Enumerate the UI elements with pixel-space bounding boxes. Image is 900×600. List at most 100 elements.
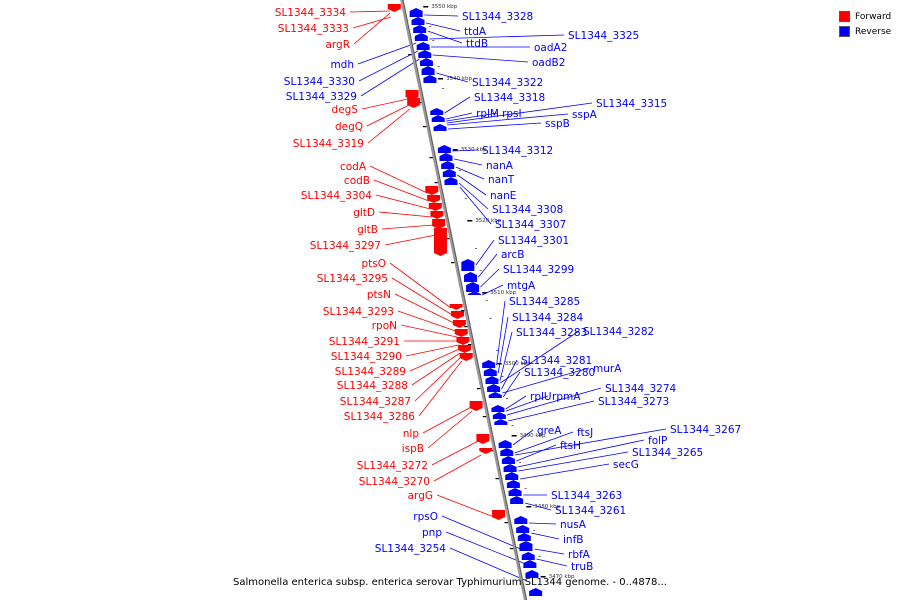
reverse-gene-block [519, 541, 533, 551]
reverse-gene-block [418, 50, 432, 58]
reverse-gene-label: SL1344_3261 [555, 505, 626, 517]
reverse-gene-block [487, 384, 501, 392]
leader-line [478, 253, 498, 278]
leader-line [502, 371, 521, 398]
minor-dot [429, 26, 432, 27]
leader-line [436, 494, 495, 518]
leader-line [366, 104, 410, 127]
backbone-line [400, 0, 528, 600]
minor-dot [432, 40, 435, 41]
leader-line [367, 108, 411, 144]
reverse-gene-block [444, 177, 458, 185]
minor-tick [482, 416, 487, 418]
leader-line [391, 277, 453, 316]
leader-line [500, 330, 580, 384]
forward-gene-label: SL1344_3291 [329, 336, 400, 348]
legend: Forward Reverse [839, 9, 891, 39]
leader-line [427, 410, 473, 449]
leader-line [444, 96, 471, 114]
reverse-gene-block [505, 472, 519, 480]
leader-line [432, 54, 529, 63]
reverse-gene-label: mdh [330, 59, 354, 71]
tick-mark [511, 435, 517, 437]
forward-gene-label: ptsO [361, 258, 386, 270]
leader-line [531, 532, 560, 540]
leader-line [349, 10, 390, 13]
reverse-gene-label: oadB2 [532, 57, 565, 69]
minor-tick [509, 548, 514, 550]
reverse-gene-label: SL1344_3315 [596, 98, 667, 110]
minor-dot [505, 398, 508, 399]
minor-dot [459, 170, 462, 171]
forward-gene-block [451, 311, 465, 319]
leader-line [446, 112, 499, 122]
leader-line [397, 310, 456, 332]
tick-label: 3500 kbp [505, 361, 531, 367]
tick-mark [540, 576, 546, 578]
reverse-gene-block [467, 291, 481, 295]
minor-tick [422, 126, 427, 128]
forward-gene-label: argG [408, 490, 433, 502]
forward-gene-block [427, 195, 441, 203]
leader-line [373, 179, 429, 202]
reverse-gene-label: murA [593, 363, 622, 375]
reverse-gene-label: ttdB [466, 38, 488, 50]
reverse-gene-label: SL1344_3284 [512, 312, 584, 324]
leader-line [352, 16, 391, 29]
minor-tick [429, 157, 434, 159]
tick-label: 3510 kbp [490, 290, 516, 296]
leader-line [424, 14, 459, 17]
forward-gene-label: codB [344, 175, 370, 187]
leader-line [400, 324, 457, 338]
leader-line [447, 122, 542, 130]
reverse-gene-label: SL1344_3273 [598, 396, 669, 408]
forward-gene-label: SL1344_3297 [310, 240, 381, 252]
leader-line [529, 522, 557, 525]
leader-line [455, 166, 485, 180]
forward-gene-block [452, 320, 466, 328]
forward-gene-label: SL1344_3295 [317, 273, 388, 285]
forward-gene-block [430, 211, 444, 219]
leader-line [508, 400, 595, 422]
forward-gene-block [459, 353, 473, 361]
reverse-gene-label: mtgA [507, 280, 536, 292]
reverse-gene-block [517, 533, 531, 541]
forward-gene-block [454, 329, 468, 337]
reverse-gene-label: ftsH [560, 440, 581, 452]
forward-gene-label: gltD [353, 207, 375, 219]
minor-dot [533, 530, 536, 531]
forward-gene-label: SL1344_3319 [293, 138, 364, 150]
reverse-gene-label: SL1344_3325 [568, 30, 639, 42]
reverse-gene-block [437, 145, 451, 153]
forward-gene-label: degS [332, 104, 359, 116]
forward-gene-label: codA [340, 161, 367, 173]
reverse-gene-block [529, 588, 543, 596]
tick-label: 3550 kbp [431, 4, 457, 10]
minor-tick [504, 522, 509, 524]
forward-gene-block [425, 186, 439, 195]
minor-tick [450, 262, 455, 264]
reverse-gene-label: infB [563, 534, 583, 546]
reverse-gene-label: nanE [490, 190, 516, 202]
leader-line [516, 444, 557, 462]
legend-reverse-label: Reverse [855, 26, 892, 37]
leader-line [505, 395, 549, 412]
reverse-gene-block [413, 25, 427, 33]
forward-gene-label: gltB [357, 224, 378, 236]
leader-line [496, 300, 506, 366]
reverse-swatch [839, 26, 850, 37]
forward-gene-label: SL1344_3304 [301, 190, 373, 202]
forward-gene-label: ptsN [367, 289, 391, 301]
leader-line [427, 30, 463, 44]
reverse-gene-block [498, 440, 512, 448]
leader-line [519, 463, 610, 480]
reverse-gene-block [500, 448, 514, 456]
leader-line [394, 293, 455, 324]
minor-dot [475, 248, 478, 249]
reverse-gene-label: SL1344_3265 [632, 447, 703, 459]
map-caption: Salmonella enterica subsp. enterica sero… [233, 577, 667, 588]
reverse-gene-label: SL1344_3308 [492, 204, 563, 216]
tick-label: 3480 kbp [534, 504, 560, 510]
forward-gene-block [428, 203, 442, 211]
